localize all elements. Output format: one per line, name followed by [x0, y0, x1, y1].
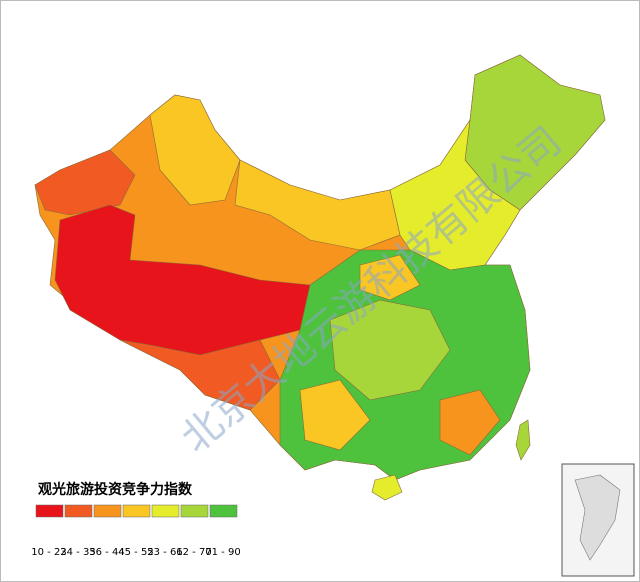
legend-label: 45 - 52: [118, 547, 153, 558]
inset-land: [574, 474, 621, 561]
legend-label: 62 - 70: [176, 547, 211, 558]
legend-swatch: [35, 504, 64, 518]
legend-swatch: [180, 504, 209, 518]
island: [515, 419, 531, 461]
legend-title: 观光旅游投资竞争力指数: [38, 481, 193, 498]
china-map: [34, 54, 606, 501]
region: [299, 379, 371, 451]
legend-label: 10 - 23: [31, 547, 66, 558]
inset-map: [561, 463, 635, 577]
legend-swatch: [122, 504, 151, 518]
region: [359, 254, 421, 301]
region: [234, 159, 401, 251]
legend-swatch: [64, 504, 93, 518]
legend-label: 71 - 90: [205, 547, 240, 558]
region: [439, 389, 501, 456]
region: [329, 299, 451, 401]
legend-swatch: [93, 504, 122, 518]
legend-label: 53 - 61: [147, 547, 182, 558]
island: [371, 474, 403, 501]
legend-swatch: [209, 504, 238, 518]
region: [34, 149, 136, 216]
legend-label: 24 - 35: [60, 547, 95, 558]
region: [389, 119, 521, 271]
legend-label: 36 - 44: [89, 547, 124, 558]
region: [119, 339, 281, 411]
legend-swatch: [151, 504, 180, 518]
